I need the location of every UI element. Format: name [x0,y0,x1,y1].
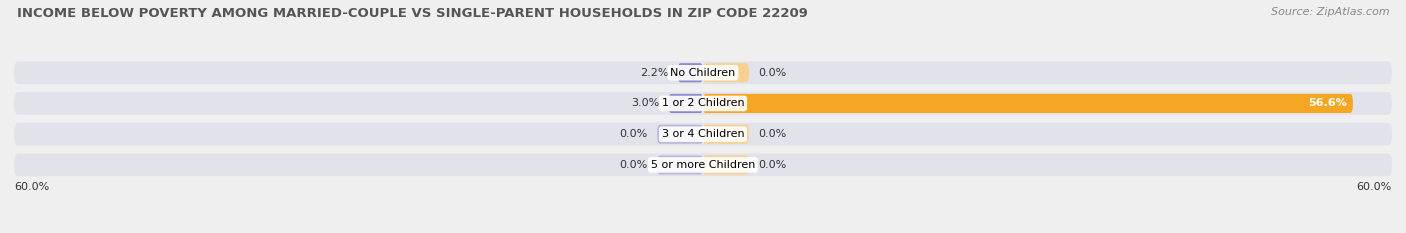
Text: 2.2%: 2.2% [640,68,669,78]
FancyBboxPatch shape [703,125,749,144]
Text: 5 or more Children: 5 or more Children [651,160,755,170]
Text: 3.0%: 3.0% [631,99,659,109]
FancyBboxPatch shape [14,123,1392,146]
Text: 3 or 4 Children: 3 or 4 Children [662,129,744,139]
Text: No Children: No Children [671,68,735,78]
Text: 0.0%: 0.0% [758,68,786,78]
FancyBboxPatch shape [657,155,703,175]
Text: Source: ZipAtlas.com: Source: ZipAtlas.com [1271,7,1389,17]
Text: 0.0%: 0.0% [620,129,648,139]
Text: 1 or 2 Children: 1 or 2 Children [662,99,744,109]
Text: INCOME BELOW POVERTY AMONG MARRIED-COUPLE VS SINGLE-PARENT HOUSEHOLDS IN ZIP COD: INCOME BELOW POVERTY AMONG MARRIED-COUPL… [17,7,807,20]
Text: 0.0%: 0.0% [620,160,648,170]
Text: 60.0%: 60.0% [14,182,49,192]
FancyBboxPatch shape [657,125,703,144]
Text: 60.0%: 60.0% [1357,182,1392,192]
FancyBboxPatch shape [678,63,703,82]
Text: 0.0%: 0.0% [758,129,786,139]
FancyBboxPatch shape [14,92,1392,115]
FancyBboxPatch shape [703,155,749,175]
FancyBboxPatch shape [703,63,749,82]
Text: 0.0%: 0.0% [758,160,786,170]
Text: 56.6%: 56.6% [1309,99,1347,109]
FancyBboxPatch shape [703,94,1353,113]
FancyBboxPatch shape [14,154,1392,176]
FancyBboxPatch shape [669,94,703,113]
FancyBboxPatch shape [14,61,1392,84]
